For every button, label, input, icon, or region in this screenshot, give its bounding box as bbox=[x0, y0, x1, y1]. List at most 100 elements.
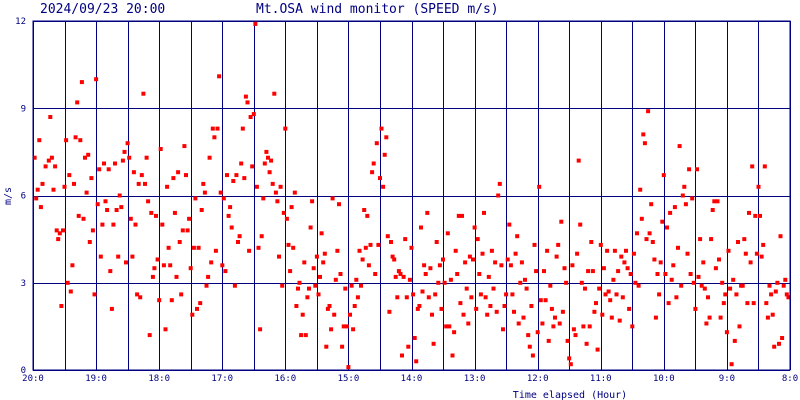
data-point bbox=[322, 251, 327, 256]
data-point bbox=[786, 295, 791, 300]
data-point bbox=[363, 245, 368, 250]
data-point bbox=[296, 286, 300, 291]
data-point bbox=[389, 240, 393, 244]
data-point bbox=[270, 181, 275, 186]
data-point bbox=[639, 216, 644, 221]
data-point bbox=[434, 240, 439, 244]
data-point bbox=[513, 251, 518, 256]
data-point bbox=[54, 228, 59, 233]
data-point bbox=[437, 263, 442, 268]
data-point bbox=[81, 216, 86, 221]
data-point bbox=[448, 277, 453, 282]
data-point bbox=[35, 187, 40, 192]
data-point bbox=[239, 161, 244, 166]
data-point bbox=[549, 306, 554, 311]
data-point bbox=[114, 208, 119, 212]
data-point bbox=[647, 231, 652, 236]
data-point bbox=[297, 280, 302, 285]
data-point bbox=[264, 149, 269, 154]
data-point bbox=[505, 257, 510, 262]
data-point bbox=[94, 77, 99, 82]
data-point bbox=[601, 266, 606, 271]
data-point bbox=[460, 213, 464, 218]
data-point bbox=[767, 283, 772, 288]
data-point bbox=[275, 199, 280, 204]
data-point bbox=[250, 164, 255, 169]
data-point bbox=[534, 269, 539, 274]
data-point bbox=[286, 242, 291, 247]
data-point bbox=[308, 225, 313, 230]
data-point bbox=[598, 242, 603, 247]
data-point bbox=[122, 149, 127, 154]
data-point bbox=[313, 283, 318, 288]
data-point bbox=[672, 205, 677, 210]
data-point bbox=[201, 181, 206, 186]
data-point bbox=[485, 312, 490, 317]
data-point bbox=[78, 138, 83, 143]
data-point bbox=[493, 260, 498, 265]
data-point bbox=[278, 184, 283, 189]
data-point bbox=[674, 295, 679, 300]
data-point bbox=[56, 237, 61, 242]
data-point bbox=[316, 292, 321, 297]
data-point bbox=[199, 208, 204, 212]
data-point bbox=[346, 365, 351, 370]
data-point bbox=[445, 231, 450, 236]
data-point bbox=[340, 344, 345, 349]
data-point bbox=[653, 315, 658, 320]
data-point bbox=[146, 199, 151, 204]
x-tick-label: 15:0 bbox=[338, 374, 360, 384]
data-point bbox=[161, 263, 166, 268]
data-point bbox=[218, 190, 223, 195]
data-point bbox=[102, 161, 106, 166]
data-point bbox=[545, 248, 550, 253]
data-point bbox=[210, 126, 215, 131]
data-point bbox=[753, 213, 758, 218]
data-point bbox=[756, 184, 761, 189]
data-point bbox=[370, 170, 375, 175]
data-point bbox=[108, 269, 113, 274]
data-point bbox=[732, 338, 737, 343]
data-point bbox=[546, 338, 551, 343]
data-point bbox=[311, 266, 316, 271]
data-point bbox=[318, 274, 322, 279]
data-point bbox=[234, 173, 239, 178]
data-point bbox=[606, 289, 611, 294]
data-point bbox=[510, 292, 515, 297]
data-point bbox=[642, 141, 647, 146]
data-point bbox=[709, 237, 714, 242]
data-point bbox=[688, 272, 693, 276]
data-point bbox=[540, 321, 545, 326]
data-point bbox=[464, 286, 469, 291]
data-point bbox=[430, 312, 434, 317]
data-point bbox=[291, 245, 296, 250]
data-point bbox=[321, 260, 326, 265]
data-point bbox=[453, 248, 458, 253]
data-point bbox=[439, 306, 444, 311]
data-point bbox=[398, 272, 403, 276]
data-point bbox=[289, 205, 294, 210]
data-points bbox=[32, 21, 791, 370]
x-tick-label: 8:0 bbox=[782, 374, 798, 384]
data-point bbox=[665, 225, 669, 230]
data-point bbox=[488, 304, 493, 308]
data-point bbox=[231, 179, 236, 183]
data-point bbox=[124, 260, 128, 265]
data-point bbox=[37, 138, 42, 143]
data-point bbox=[619, 254, 624, 259]
x-tick-label: 11:0 bbox=[590, 374, 612, 384]
data-point bbox=[258, 327, 263, 332]
data-point bbox=[229, 225, 234, 230]
data-point bbox=[657, 292, 662, 297]
data-point bbox=[40, 181, 45, 186]
data-point bbox=[119, 205, 124, 210]
data-point bbox=[154, 213, 158, 218]
data-point bbox=[376, 242, 381, 247]
data-point bbox=[669, 277, 674, 282]
data-point bbox=[777, 341, 781, 346]
data-point bbox=[762, 164, 767, 169]
data-point bbox=[332, 312, 337, 317]
data-point bbox=[658, 260, 663, 265]
data-point bbox=[412, 336, 417, 340]
data-point bbox=[138, 295, 143, 300]
